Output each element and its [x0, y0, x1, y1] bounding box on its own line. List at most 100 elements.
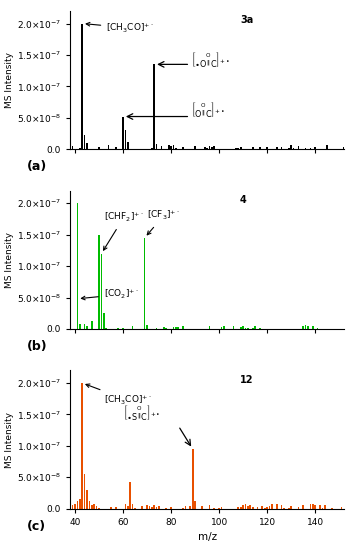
Bar [238, 507, 239, 509]
Bar [156, 507, 158, 509]
Bar [221, 507, 222, 509]
Bar [319, 505, 321, 509]
Y-axis label: MS Intensity: MS Intensity [5, 411, 14, 468]
Text: $[\mathrm{CHF_2}]^{+\cdot}$: $[\mathrm{CHF_2}]^{+\cdot}$ [104, 211, 144, 250]
Bar [178, 327, 179, 329]
Bar [161, 147, 162, 149]
Text: $\left[\bullet\mathrm{O}\overset{\mathrm{O}}{\overset{\Vert}{}}\mathrm{C}\right]: $\left[\bullet\mathrm{O}\overset{\mathrm… [192, 50, 230, 69]
Bar [158, 505, 160, 509]
Bar [132, 504, 133, 509]
Bar [86, 326, 88, 329]
Bar [254, 326, 256, 329]
Bar [91, 322, 93, 329]
Bar [247, 506, 249, 509]
Text: $[\mathrm{CF_3}]^{+\cdot}$: $[\mathrm{CF_3}]^{+\cdot}$ [147, 210, 180, 235]
Bar [252, 328, 253, 329]
Bar [218, 508, 220, 509]
Bar [252, 508, 253, 509]
Bar [305, 325, 306, 329]
Bar [153, 65, 155, 149]
X-axis label: m/z: m/z [198, 532, 217, 542]
Bar [84, 324, 85, 329]
Bar [192, 449, 193, 509]
Bar [283, 508, 285, 509]
Bar [235, 148, 237, 149]
Bar [242, 326, 244, 329]
Bar [276, 148, 278, 149]
Bar [130, 482, 131, 509]
Bar [322, 508, 323, 509]
Bar [122, 117, 124, 149]
Bar [238, 148, 239, 149]
Text: $[\mathrm{CH_3CO}]^{+\cdot}$: $[\mathrm{CH_3CO}]^{+\cdot}$ [86, 384, 152, 406]
Bar [91, 505, 93, 509]
Bar [326, 145, 328, 149]
Bar [170, 507, 172, 509]
Text: $[\mathrm{CO_2}]^{+\cdot}$: $[\mathrm{CO_2}]^{+\cdot}$ [81, 288, 139, 301]
Bar [194, 147, 196, 149]
Bar [310, 504, 311, 509]
Bar [281, 505, 283, 509]
Bar [343, 147, 345, 149]
Bar [79, 324, 81, 329]
Bar [103, 313, 105, 329]
Bar [247, 328, 249, 329]
Y-axis label: MS Intensity: MS Intensity [5, 52, 14, 108]
Bar [86, 490, 88, 509]
Bar [190, 506, 191, 509]
Bar [312, 504, 313, 509]
Text: (b): (b) [26, 340, 47, 353]
Bar [108, 145, 110, 149]
Bar [310, 148, 311, 149]
Bar [127, 506, 129, 509]
Text: $\left[\mathrm{O}\overset{\mathrm{O}}{\overset{\Vert}{}}\mathrm{C}\right]^{+\bul: $\left[\mathrm{O}\overset{\mathrm{O}}{\o… [192, 100, 225, 119]
Bar [110, 508, 112, 509]
Bar [269, 507, 270, 509]
Bar [250, 505, 251, 509]
Bar [324, 505, 326, 509]
Bar [88, 501, 90, 509]
Bar [144, 238, 146, 329]
Bar [98, 235, 100, 329]
Bar [341, 507, 343, 509]
Bar [105, 328, 107, 329]
Bar [206, 148, 208, 149]
Bar [252, 147, 253, 149]
Bar [175, 148, 177, 149]
Bar [79, 499, 81, 509]
Bar [125, 504, 126, 509]
Text: 12: 12 [240, 375, 253, 385]
Bar [81, 383, 83, 509]
Bar [125, 130, 126, 149]
Bar [194, 501, 196, 509]
Bar [312, 326, 313, 329]
Y-axis label: MS Intensity: MS Intensity [5, 232, 14, 288]
Bar [240, 147, 241, 149]
Text: (c): (c) [26, 520, 46, 533]
Bar [101, 254, 102, 329]
Bar [261, 506, 263, 509]
Bar [208, 326, 210, 329]
Bar [266, 507, 268, 509]
Text: $[\mathrm{CH_3CO}]^{+\cdot}$: $[\mathrm{CH_3CO}]^{+\cdot}$ [86, 21, 154, 34]
Bar [122, 328, 124, 329]
Bar [281, 147, 283, 149]
Bar [242, 505, 244, 509]
Bar [233, 326, 234, 329]
Bar [77, 203, 78, 329]
Bar [314, 505, 316, 509]
Bar [175, 327, 177, 329]
Bar [182, 147, 184, 149]
Bar [146, 505, 148, 509]
Bar [86, 143, 88, 149]
Bar [146, 325, 148, 329]
Bar [302, 504, 304, 509]
Bar [276, 504, 278, 509]
Bar [163, 327, 165, 329]
Bar [317, 328, 318, 329]
Bar [98, 147, 100, 149]
Bar [223, 327, 225, 329]
Bar [208, 146, 210, 149]
Bar [84, 135, 85, 149]
Bar [288, 508, 290, 509]
